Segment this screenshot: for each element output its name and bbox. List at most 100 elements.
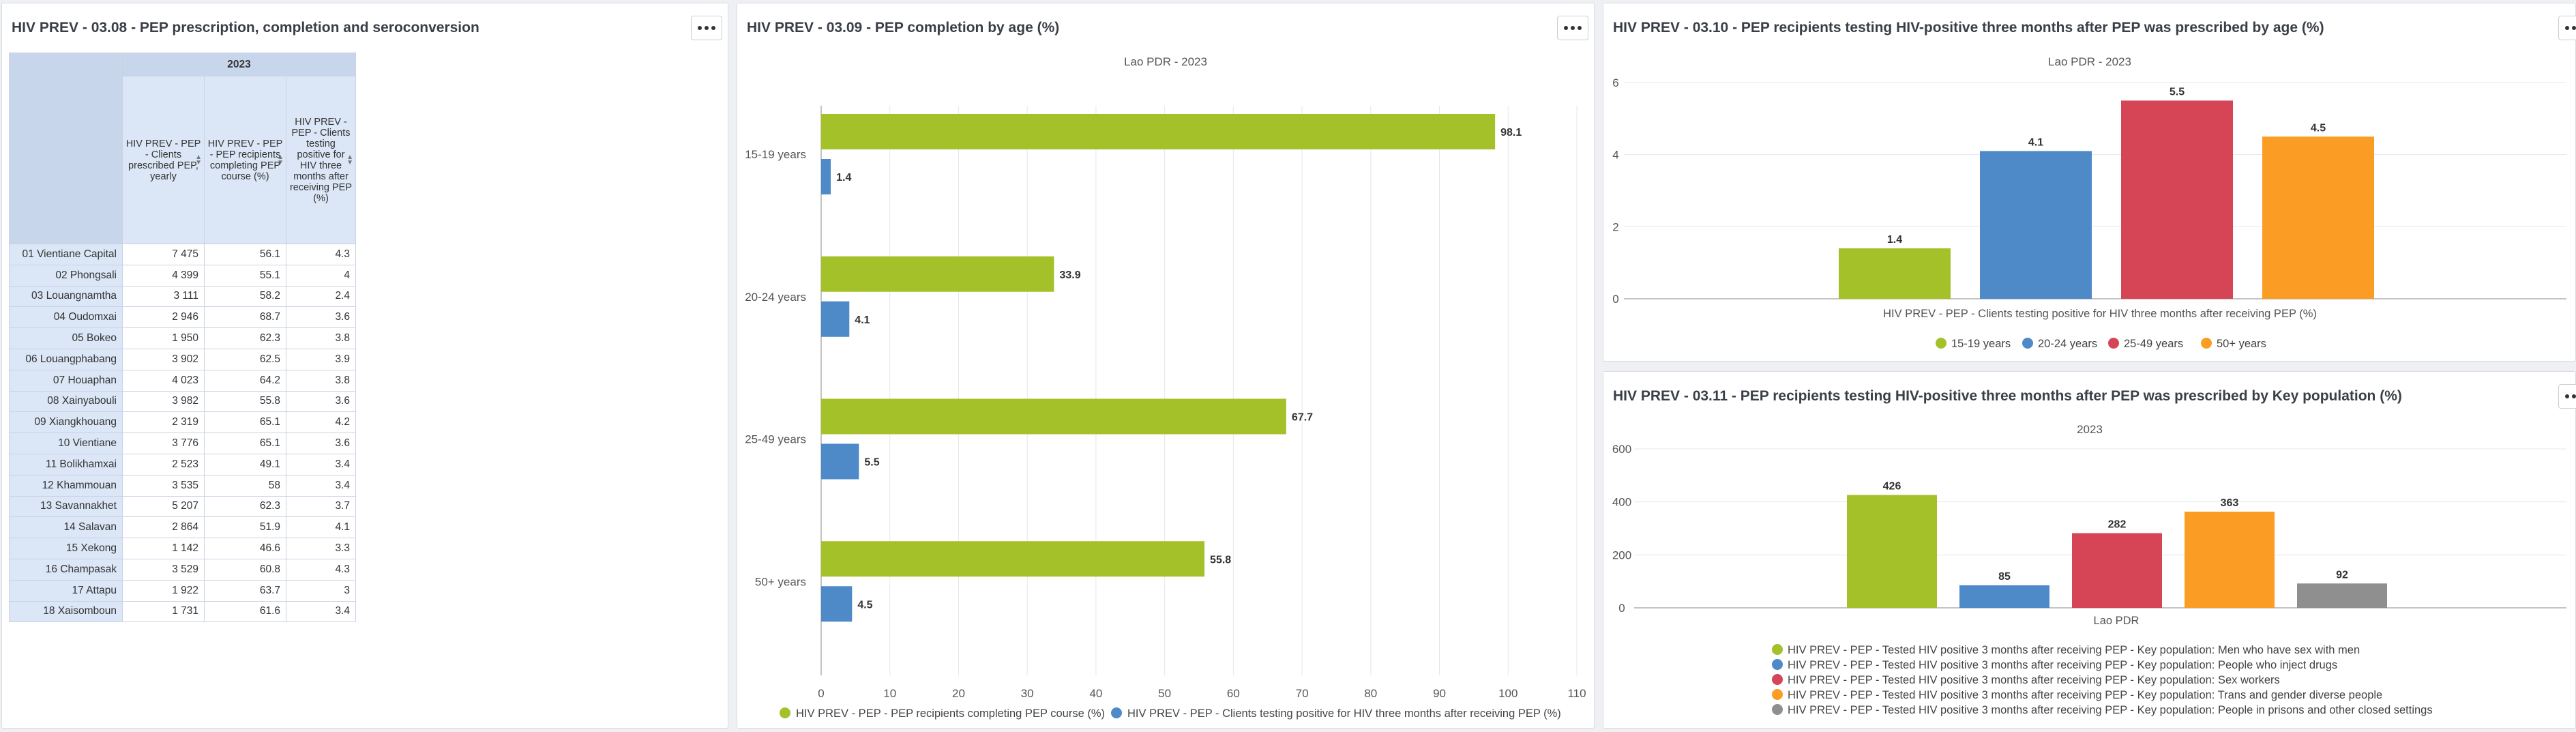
table-row: 12 Khammouan 3 535 58 3.4: [9, 474, 356, 497]
cell-completion-pct: 60.8: [204, 558, 286, 581]
y-tick-label: 200: [1612, 548, 1631, 561]
legend-label: 25-49 years: [2124, 338, 2183, 350]
legend-label: HIV PREV - PEP - Tested HIV positive 3 m…: [1788, 689, 2382, 701]
cell-positive-pct: 3.7: [286, 495, 356, 518]
row-label: 12 Khammouan: [9, 474, 123, 497]
panel-hiv-positive-by-age: HIV PREV - 03.10 - PEP recipients testin…: [1603, 3, 2576, 362]
dot-icon: [1571, 26, 1575, 30]
table-row: 01 Vientiane Capital 7 475 56.1 4.3: [9, 244, 356, 265]
sort-icon[interactable]: ▲ ▼: [195, 153, 202, 166]
cell-positive-pct: 3.6: [286, 433, 356, 454]
legend-marker: [2201, 338, 2212, 349]
bar: [821, 541, 1205, 577]
legend-marker: [1772, 644, 1783, 655]
legend-label: 50+ years: [2217, 338, 2266, 350]
column-header[interactable]: HIV PREV - PEP - Clients prescribed PEP,…: [122, 76, 205, 244]
row-label: 13 Savannakhet: [9, 495, 123, 518]
x-tick-label: 110: [1567, 687, 1586, 700]
panel-hiv-positive-by-key-population: HIV PREV - 03.11 - PEP recipients testin…: [1603, 371, 2576, 729]
y-category-label: 25-49 years: [745, 433, 806, 446]
legend-marker: [1772, 674, 1783, 685]
bar: [2072, 533, 2162, 608]
y-tick-label: 600: [1612, 443, 1631, 456]
cell-completion-pct: 64.2: [204, 369, 286, 392]
x-tick-label: 50: [1158, 687, 1171, 700]
data-label: 4.1: [2028, 136, 2043, 148]
bar: [2262, 136, 2374, 299]
row-label: 15 Xekong: [9, 538, 123, 559]
bar: [821, 114, 1496, 149]
chart-title: 2023: [2077, 423, 2103, 436]
y-category-label: 20-24 years: [745, 291, 806, 304]
dot-icon: [705, 26, 709, 30]
cell-positive-pct: 3: [286, 579, 356, 602]
data-label: 92: [2336, 569, 2348, 581]
y-tick-label: 0: [1618, 602, 1625, 615]
cell-positive-pct: 3.6: [286, 306, 356, 329]
cell-completion-pct: 62.5: [204, 348, 286, 370]
cell-clients-prescribed: 3 535: [122, 474, 205, 497]
bar: [2297, 583, 2387, 608]
column-header[interactable]: HIV PREV - PEP - Clients testing positiv…: [286, 76, 356, 244]
legend-label: HIV PREV - PEP - Clients testing positiv…: [1127, 707, 1561, 720]
cell-clients-prescribed: 3 529: [122, 558, 205, 581]
dot-icon: [711, 26, 715, 30]
row-label: 01 Vientiane Capital: [9, 244, 123, 265]
cell-completion-pct: 55.8: [204, 390, 286, 413]
bar: [1839, 248, 1951, 299]
table-corner: [9, 53, 123, 244]
cell-positive-pct: 3.4: [286, 474, 356, 497]
x-tick-label: 100: [1498, 687, 1518, 700]
data-label: 98.1: [1500, 127, 1522, 138]
cell-clients-prescribed: 5 207: [122, 495, 205, 518]
column-header[interactable]: HIV PREV - PEP - PEP recipients completi…: [204, 76, 286, 244]
bar: [2121, 100, 2233, 299]
cell-positive-pct: 4.3: [286, 244, 356, 265]
dot-icon: [698, 26, 702, 30]
dot-icon: [2565, 394, 2569, 398]
panel-menu-button[interactable]: [2558, 16, 2576, 40]
dot-icon: [2565, 26, 2569, 30]
bar: [1847, 495, 1937, 608]
dot-icon: [2572, 26, 2576, 30]
data-label: 4.1: [855, 314, 870, 326]
panel-menu-button[interactable]: [691, 16, 722, 40]
cell-clients-prescribed: 3 776: [122, 433, 205, 454]
x-tick-label: 10: [883, 687, 896, 700]
cell-positive-pct: 3.8: [286, 327, 356, 349]
cell-clients-prescribed: 2 319: [122, 411, 205, 434]
data-label: 67.7: [1292, 412, 1313, 424]
panel-menu-button[interactable]: [2558, 384, 2576, 409]
data-label: 4.5: [2311, 122, 2326, 134]
row-label: 02 Phongsali: [9, 264, 123, 287]
legend-marker: [1772, 704, 1783, 715]
sort-icon[interactable]: ▲ ▼: [346, 153, 353, 166]
table-row: 07 Houaphan 4 023 64.2 3.8: [9, 369, 356, 392]
y-category-label: 15-19 years: [745, 148, 806, 161]
row-label: 04 Oudomxai: [9, 306, 123, 329]
cell-clients-prescribed: 1 950: [122, 327, 205, 349]
bar: [821, 159, 831, 194]
bar: [821, 301, 850, 337]
x-tick-label: 40: [1089, 687, 1102, 700]
cell-positive-pct: 4.1: [286, 516, 356, 539]
data-label: 4.5: [857, 599, 872, 611]
year-header: 2023: [122, 53, 356, 76]
cell-clients-prescribed: 2 864: [122, 516, 205, 539]
cell-completion-pct: 58: [204, 474, 286, 497]
cell-clients-prescribed: 2 523: [122, 453, 205, 475]
cell-completion-pct: 65.1: [204, 411, 286, 434]
row-label: 17 Attapu: [9, 579, 123, 602]
table-row: 18 Xaisomboun 1 731 61.6 3.4: [9, 600, 356, 623]
dot-icon: [2572, 394, 2576, 398]
pivot-table: 2023 HIV PREV - PEP - Clients prescribed…: [9, 53, 356, 623]
sort-icon[interactable]: ▲ ▼: [277, 153, 284, 166]
cell-positive-pct: 3.8: [286, 369, 356, 392]
chart-title: Lao PDR - 2023: [2048, 55, 2131, 68]
chart-title: Lao PDR - 2023: [1124, 55, 1207, 68]
data-label: 282: [2108, 518, 2127, 530]
legend-label: HIV PREV - PEP - Tested HIV positive 3 m…: [1788, 644, 2360, 656]
panel-menu-button[interactable]: [1557, 16, 1588, 40]
row-label: 18 Xaisomboun: [9, 600, 123, 623]
cell-clients-prescribed: 3 902: [122, 348, 205, 370]
